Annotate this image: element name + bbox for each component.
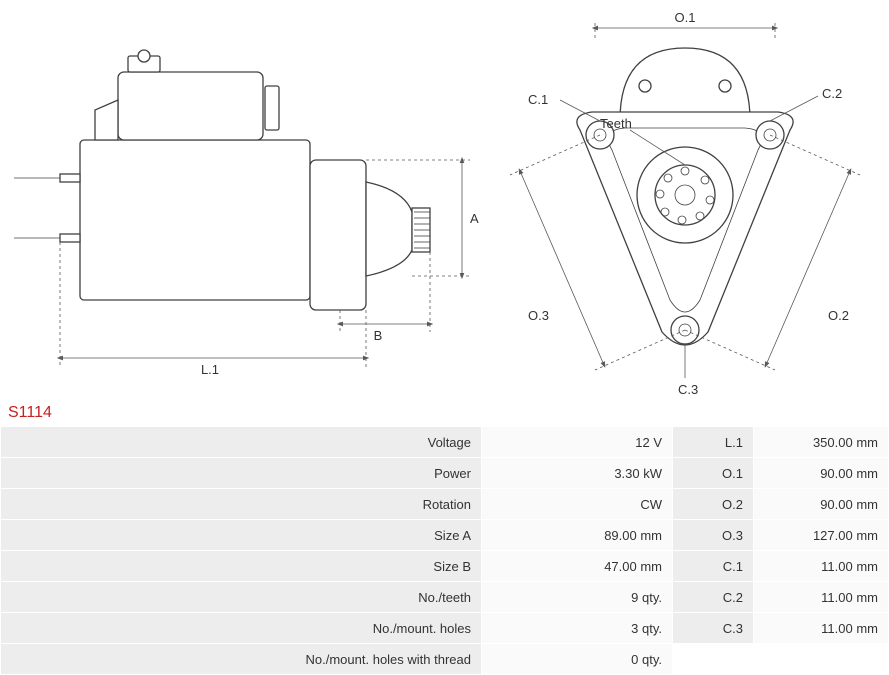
spec-label2: C.1: [673, 551, 754, 582]
spec-label2: O.1: [673, 458, 754, 489]
spec-label: Size A: [1, 520, 482, 551]
spec-value2: 11.00 mm: [754, 551, 889, 582]
spec-label2: L.1: [673, 427, 754, 458]
spec-label: Size B: [1, 551, 482, 582]
technical-diagram: A B L.1 O.1: [0, 0, 889, 400]
spec-value2: 11.00 mm: [754, 582, 889, 613]
table-row: RotationCWO.290.00 mm: [1, 489, 889, 520]
spec-value: 0 qty.: [482, 644, 673, 675]
spec-value: 47.00 mm: [482, 551, 673, 582]
dim-label-A: A: [470, 211, 479, 226]
dim-label-O3: O.3: [528, 308, 549, 323]
table-row: No./mount. holes3 qty.C.311.00 mm: [1, 613, 889, 644]
gear-teeth-side: [412, 208, 430, 252]
spec-label2: C.2: [673, 582, 754, 613]
spec-label2: O.2: [673, 489, 754, 520]
dim-label-O1: O.1: [675, 10, 696, 25]
spec-label: No./mount. holes with thread: [1, 644, 482, 675]
spec-value: 89.00 mm: [482, 520, 673, 551]
dim-label-C1: C.1: [528, 92, 548, 107]
spec-value2: 90.00 mm: [754, 489, 889, 520]
table-row: Size B47.00 mmC.111.00 mm: [1, 551, 889, 582]
spec-value2: 350.00 mm: [754, 427, 889, 458]
dim-label-Teeth: Teeth: [600, 116, 632, 131]
spec-value2: 90.00 mm: [754, 458, 889, 489]
spec-value: 3 qty.: [482, 613, 673, 644]
table-row: Size A89.00 mmO.3127.00 mm: [1, 520, 889, 551]
spec-label: No./mount. holes: [1, 613, 482, 644]
spec-label: Rotation: [1, 489, 482, 520]
table-row: Power3.30 kWO.190.00 mm: [1, 458, 889, 489]
dim-label-C2: C.2: [822, 86, 842, 101]
spec-value: CW: [482, 489, 673, 520]
spec-label2: C.3: [673, 613, 754, 644]
spec-value: 12 V: [482, 427, 673, 458]
spec-table: Voltage12 VL.1350.00 mmPower3.30 kWO.190…: [0, 426, 889, 675]
part-number: S1114: [0, 400, 889, 426]
dim-label-B: B: [374, 328, 383, 343]
table-row: No./teeth9 qty.C.211.00 mm: [1, 582, 889, 613]
spec-value: 9 qty.: [482, 582, 673, 613]
dim-label-C3: C.3: [678, 382, 698, 397]
spec-value2: 127.00 mm: [754, 520, 889, 551]
table-row: Voltage12 VL.1350.00 mm: [1, 427, 889, 458]
dim-label-O2: O.2: [828, 308, 849, 323]
dim-label-L1: L.1: [201, 362, 219, 377]
spec-label: Voltage: [1, 427, 482, 458]
side-view: A B L.1: [14, 50, 479, 377]
spec-value2: 11.00 mm: [754, 613, 889, 644]
diagram-svg: A B L.1 O.1: [0, 0, 889, 400]
front-view: O.1: [510, 10, 860, 397]
table-row: No./mount. holes with thread0 qty.: [1, 644, 889, 675]
spec-label2: O.3: [673, 520, 754, 551]
spec-label: No./teeth: [1, 582, 482, 613]
spec-label: Power: [1, 458, 482, 489]
spec-value: 3.30 kW: [482, 458, 673, 489]
